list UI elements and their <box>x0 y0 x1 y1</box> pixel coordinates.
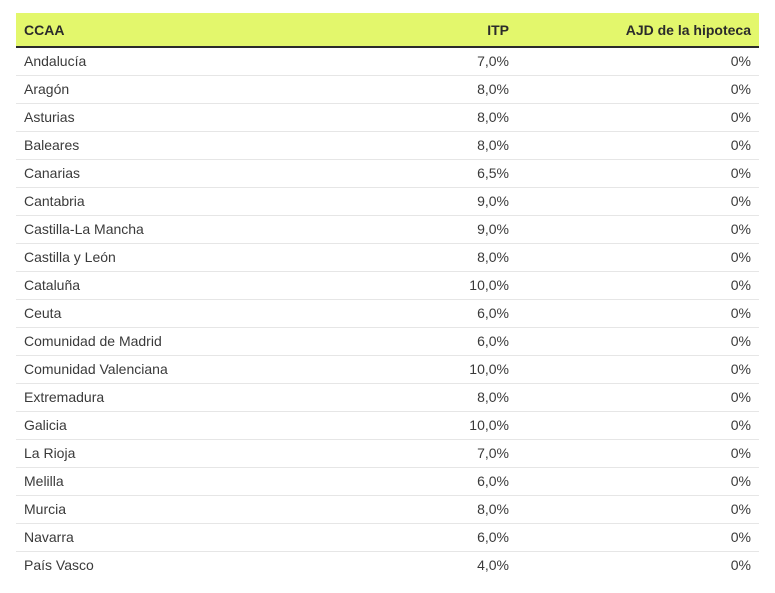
tax-rates-table-container: CCAA ITP AJD de la hipoteca Andalucía 7,0… <box>16 13 759 579</box>
cell-itp: 7,0% <box>316 439 517 468</box>
cell-itp: 8,0% <box>316 131 517 160</box>
table-row: Asturias 8,0% 0% <box>16 103 759 132</box>
table-header: CCAA ITP AJD de la hipoteca <box>16 13 759 48</box>
cell-ajd: 0% <box>517 383 759 412</box>
cell-region: Canarias <box>16 159 316 188</box>
cell-region: Comunidad Valenciana <box>16 355 316 384</box>
cell-itp: 6,0% <box>316 327 517 356</box>
cell-itp: 6,0% <box>316 523 517 552</box>
cell-ajd: 0% <box>517 47 759 76</box>
cell-region: Ceuta <box>16 299 316 328</box>
cell-itp: 10,0% <box>316 271 517 300</box>
cell-itp: 8,0% <box>316 383 517 412</box>
cell-ajd: 0% <box>517 75 759 104</box>
cell-region: Comunidad de Madrid <box>16 327 316 356</box>
table-row: País Vasco 4,0% 0% <box>16 551 759 579</box>
cell-region: Melilla <box>16 467 316 496</box>
cell-ajd: 0% <box>517 215 759 244</box>
cell-itp: 6,0% <box>316 299 517 328</box>
header-ccaa: CCAA <box>16 13 316 48</box>
cell-itp: 6,5% <box>316 159 517 188</box>
cell-region: Andalucía <box>16 47 316 76</box>
cell-region: Castilla y León <box>16 243 316 272</box>
table-row: Andalucía 7,0% 0% <box>16 47 759 76</box>
table-row: Ceuta 6,0% 0% <box>16 299 759 328</box>
cell-ajd: 0% <box>517 103 759 132</box>
header-row: CCAA ITP AJD de la hipoteca <box>16 13 759 48</box>
table-row: Extremadura 8,0% 0% <box>16 383 759 412</box>
cell-region: Asturias <box>16 103 316 132</box>
cell-itp: 10,0% <box>316 411 517 440</box>
cell-region: País Vasco <box>24 557 94 574</box>
cell-ajd: 0% <box>517 495 759 524</box>
cell-itp: 4,0% <box>477 557 509 574</box>
header-ajd: AJD de la hipoteca <box>517 13 759 48</box>
table-row: Castilla-La Mancha 9,0% 0% <box>16 215 759 244</box>
table-row: La Rioja 7,0% 0% <box>16 439 759 468</box>
cell-ajd: 0% <box>517 439 759 468</box>
cell-region: La Rioja <box>16 439 316 468</box>
cell-itp: 8,0% <box>316 103 517 132</box>
cell-ajd: 0% <box>517 411 759 440</box>
cell-ajd: 0% <box>730 557 751 574</box>
cell-ajd: 0% <box>517 355 759 384</box>
cell-itp: 8,0% <box>316 495 517 524</box>
cell-ajd: 0% <box>517 299 759 328</box>
header-itp: ITP <box>316 13 517 48</box>
table-row: Galicia 10,0% 0% <box>16 411 759 440</box>
table-row: Murcia 8,0% 0% <box>16 495 759 524</box>
cell-ajd: 0% <box>517 159 759 188</box>
cell-ajd: 0% <box>517 327 759 356</box>
cell-itp: 7,0% <box>316 47 517 76</box>
cell-itp: 8,0% <box>316 243 517 272</box>
cell-region: Cantabria <box>16 187 316 216</box>
tax-rates-table: CCAA ITP AJD de la hipoteca Andalucía 7,0… <box>16 13 759 579</box>
cell-region: Extremadura <box>16 383 316 412</box>
cell-itp: 6,0% <box>316 467 517 496</box>
cell-region: Cataluña <box>16 271 316 300</box>
cell-itp: 10,0% <box>316 355 517 384</box>
cell-region: Navarra <box>16 523 316 552</box>
cell-itp: 9,0% <box>316 215 517 244</box>
cell-itp: 8,0% <box>316 75 517 104</box>
table-row: Comunidad Valenciana 10,0% 0% <box>16 355 759 384</box>
cell-itp: 9,0% <box>316 187 517 216</box>
cell-region: Castilla-La Mancha <box>16 215 316 244</box>
cell-ajd: 0% <box>517 523 759 552</box>
cell-ajd: 0% <box>517 131 759 160</box>
table-row: Cataluña 10,0% 0% <box>16 271 759 300</box>
cell-ajd: 0% <box>517 271 759 300</box>
table-row: Cantabria 9,0% 0% <box>16 187 759 216</box>
table-row: Comunidad de Madrid 6,0% 0% <box>16 327 759 356</box>
table-row: Aragón 8,0% 0% <box>16 75 759 104</box>
cell-ajd: 0% <box>517 187 759 216</box>
cell-ajd: 0% <box>517 243 759 272</box>
cell-ajd: 0% <box>517 467 759 496</box>
cell-region: Murcia <box>16 495 316 524</box>
table-row: Canarias 6,5% 0% <box>16 159 759 188</box>
table-row: Baleares 8,0% 0% <box>16 131 759 160</box>
table-row: Navarra 6,0% 0% <box>16 523 759 552</box>
table-row: Castilla y León 8,0% 0% <box>16 243 759 272</box>
table-row: Melilla 6,0% 0% <box>16 467 759 496</box>
cell-region: Aragón <box>16 75 316 104</box>
cell-region: Baleares <box>16 131 316 160</box>
cell-region: Galicia <box>16 411 316 440</box>
table-body: Andalucía 7,0% 0% Aragón 8,0% 0% Asturias 8,0% 0… <box>16 47 759 579</box>
